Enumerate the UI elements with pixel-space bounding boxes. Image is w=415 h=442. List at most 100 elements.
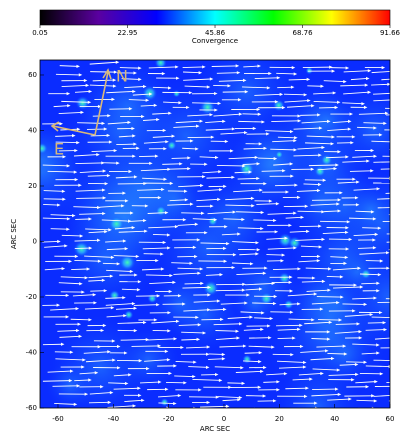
peak	[76, 96, 90, 110]
map	[0, 41, 415, 438]
peak	[239, 161, 254, 176]
peak	[273, 100, 285, 112]
peak	[208, 216, 218, 226]
vector	[108, 383, 126, 384]
vector-head	[397, 316, 401, 319]
vector	[320, 221, 348, 222]
bright-region	[331, 87, 415, 174]
x-tick-label: 60	[386, 415, 395, 423]
vector	[208, 359, 223, 360]
colorbar-label: Convergence	[192, 37, 238, 45]
vector	[217, 73, 238, 74]
vector	[192, 103, 219, 104]
vector	[297, 211, 322, 212]
x-tick-label: 0	[222, 415, 226, 423]
vector	[153, 87, 169, 88]
vector-head	[97, 409, 101, 412]
peak	[119, 255, 135, 271]
y-tick-label: 40	[28, 126, 37, 134]
x-tick-label: -20	[163, 415, 174, 423]
vector-head	[395, 140, 399, 143]
peak	[167, 141, 176, 150]
vector	[336, 324, 358, 325]
vector	[303, 184, 319, 185]
vector	[71, 269, 87, 270]
vector	[289, 79, 308, 80]
vector	[262, 171, 284, 172]
colorbar	[40, 10, 390, 25]
vector-head	[402, 301, 406, 304]
vector	[285, 388, 306, 389]
vector	[216, 290, 243, 291]
vector-head	[404, 167, 408, 170]
vector-head	[398, 98, 402, 101]
vector-head	[409, 112, 413, 115]
vector	[153, 234, 168, 235]
vector	[75, 410, 98, 411]
vector	[389, 215, 415, 216]
vector-head	[396, 359, 400, 362]
colorbar-tick-label: 0.05	[32, 29, 48, 37]
vector	[253, 220, 274, 221]
vector	[209, 354, 223, 355]
vector	[361, 283, 377, 284]
y-tick-label: -20	[26, 293, 37, 301]
vector-head	[401, 346, 405, 349]
vector-head	[409, 220, 413, 223]
vector	[238, 121, 262, 122]
peak	[243, 355, 252, 364]
vector-head	[389, 365, 393, 368]
vector	[172, 158, 189, 159]
peak	[109, 216, 124, 231]
x-tick-label: 40	[330, 415, 339, 423]
vector-head	[410, 382, 414, 385]
vector	[284, 94, 305, 95]
vector	[56, 74, 80, 75]
peak	[276, 151, 283, 158]
peak	[306, 67, 313, 74]
vector-head	[289, 408, 293, 411]
peak	[160, 398, 168, 406]
y-tick-label: 0	[33, 237, 37, 245]
peak	[147, 294, 157, 304]
vector	[75, 248, 90, 249]
vector-head	[390, 160, 394, 163]
vector	[277, 87, 292, 88]
vector-head	[405, 399, 409, 402]
colorbar-tick-label: 68.76	[292, 29, 313, 37]
peak	[36, 143, 47, 154]
vector	[309, 165, 336, 166]
peak	[200, 100, 215, 115]
vector	[389, 148, 409, 149]
colorbar-tick-label: 91.66	[380, 29, 401, 37]
y-tick-label: -60	[26, 404, 37, 412]
peak	[74, 241, 90, 257]
vector	[276, 73, 294, 74]
y-tick-label: -40	[26, 348, 37, 356]
vector	[238, 178, 258, 179]
vector-head	[408, 147, 412, 150]
x-tick-label: -40	[108, 415, 119, 423]
vector-head	[395, 77, 399, 80]
vector	[223, 219, 242, 220]
vector-head	[405, 248, 409, 251]
vector	[217, 165, 243, 166]
vector	[169, 169, 189, 170]
y-tick-label: 20	[28, 182, 37, 190]
colorbar-tick-label: 22.95	[117, 29, 137, 37]
vector-head	[402, 407, 406, 410]
vector	[88, 176, 108, 177]
compass-north-label: N	[116, 67, 128, 86]
vector	[43, 381, 70, 382]
x-tick-label: 20	[275, 415, 284, 423]
vector-head	[395, 336, 399, 339]
vector-head	[408, 297, 412, 300]
peak	[315, 166, 326, 177]
vector-head	[402, 385, 406, 388]
vector	[43, 204, 58, 205]
vector	[47, 410, 62, 411]
vector	[71, 319, 90, 320]
vector	[291, 408, 316, 409]
vector	[275, 185, 295, 186]
